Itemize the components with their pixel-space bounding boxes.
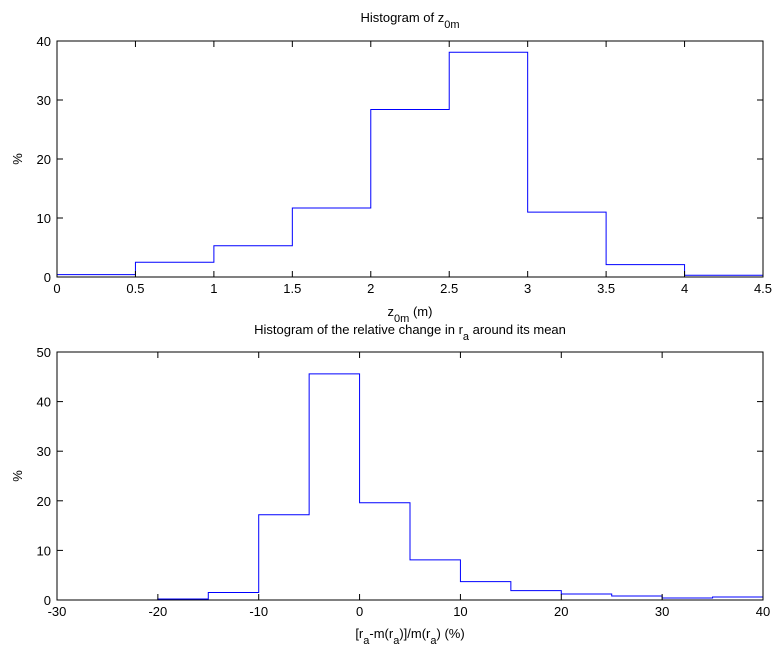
chart-title: Histogram of the relative change in ra a… xyxy=(254,322,566,343)
x-axis-label: [ra-m(ra)]/m(ra) (%) xyxy=(355,626,464,647)
x-tick-label: 1 xyxy=(210,281,217,296)
x-tick-label: 30 xyxy=(655,604,669,619)
x-tick-label: -10 xyxy=(249,604,268,619)
y-tick-label: 30 xyxy=(37,93,51,108)
x-tick-label: 3 xyxy=(524,281,531,296)
x-tick-label: 0.5 xyxy=(126,281,144,296)
y-tick-label: 20 xyxy=(37,494,51,509)
x-tick-label: 2 xyxy=(367,281,374,296)
x-tick-label: 4.5 xyxy=(754,281,772,296)
x-tick-label: 3.5 xyxy=(597,281,615,296)
chart-1: 0 0.5 1 1.5 2 2.5 3 3.5 4 4.5 0 10 20 30 40% Histogram … xyxy=(10,10,772,325)
y-tick-label: 20 xyxy=(37,152,51,167)
y-tick-label: 10 xyxy=(37,543,51,558)
x-tick-label: 4 xyxy=(681,281,688,296)
chart-2: -30 -20 -10 0 10 20 30 4001020304050%Histogram … xyxy=(10,322,770,647)
x-tick-label: 20 xyxy=(554,604,568,619)
y-tick-label: 40 xyxy=(37,395,51,410)
chart-title: Histogram of z0m xyxy=(360,10,459,31)
y-tick-label: 0 xyxy=(44,593,51,608)
y-tick-label: 50 xyxy=(37,345,51,360)
x-tick-label: 10 xyxy=(453,604,467,619)
y-axis-label: % xyxy=(10,153,25,165)
x-tick-label: -20 xyxy=(148,604,167,619)
plot-area xyxy=(57,352,763,600)
y-tick-label: 10 xyxy=(37,211,51,226)
y-tick-label: 40 xyxy=(37,34,51,49)
x-tick-label: 2.5 xyxy=(440,281,458,296)
y-tick-label: 30 xyxy=(37,444,51,459)
plot-area xyxy=(57,41,763,277)
x-tick-label: 40 xyxy=(756,604,770,619)
x-tick-label: 0 xyxy=(356,604,363,619)
x-tick-label: 0 xyxy=(53,281,60,296)
x-tick-label: 1.5 xyxy=(283,281,301,296)
y-tick-label: 0 xyxy=(44,270,51,285)
y-axis-label: % xyxy=(10,470,25,482)
